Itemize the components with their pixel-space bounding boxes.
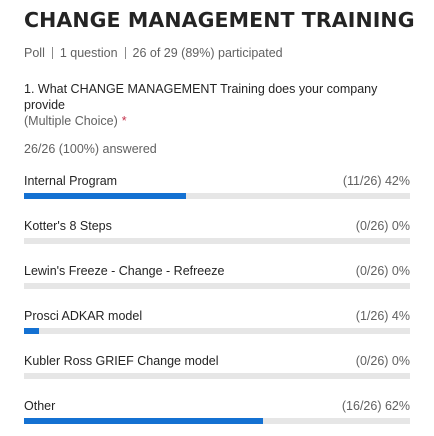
question-type: (Multiple Choice)	[24, 114, 118, 128]
option-stat: (0/26) 0%	[355, 219, 410, 233]
option-bar-track	[24, 193, 410, 199]
option-bar-fill	[24, 418, 264, 424]
poll-title: CHANGE MANAGEMENT TRAINING	[24, 8, 415, 32]
option-stat: (0/26) 0%	[355, 354, 410, 368]
option-bar-track	[24, 373, 410, 379]
option-label: Other	[24, 399, 56, 413]
option-stat: (16/26) 62%	[341, 399, 410, 413]
option-result: Prosci ADKAR model (1/26) 4%	[24, 301, 410, 346]
option-header: Kotter's 8 Steps (0/26) 0%	[24, 211, 410, 234]
option-label: Internal Program	[24, 174, 118, 188]
participation-summary: 26 of 29 (89%) participated	[132, 46, 283, 60]
option-result: Kubler Ross GRIEF Change model (0/26) 0%	[24, 346, 410, 391]
option-results-list: Internal Program (11/26) 42% Kotter's 8 St…	[24, 166, 410, 436]
poll-meta: Poll 1 question 26 of 29 (89%) participa…	[24, 45, 410, 61]
option-label: Prosci ADKAR model	[24, 309, 143, 323]
option-result: Lewin's Freeze - Change - Refreeze (0/26)…	[24, 256, 410, 301]
option-bar-track	[24, 238, 410, 244]
question-text: 1. What CHANGE MANAGEMENT Training does …	[24, 82, 378, 112]
option-stat: (0/26) 0%	[355, 264, 410, 278]
option-label: Kubler Ross GRIEF Change model	[24, 354, 219, 368]
meta-divider	[124, 47, 126, 59]
option-header: Internal Program (11/26) 42%	[24, 166, 410, 189]
question-block: 1. What CHANGE MANAGEMENT Training does …	[24, 81, 410, 129]
option-header: Lewin's Freeze - Change - Refreeze (0/26)…	[24, 256, 410, 279]
meta-divider	[51, 47, 53, 59]
poll-kind: Poll	[24, 46, 45, 60]
option-header: Other (16/26) 62%	[24, 391, 410, 414]
poll-results-panel: CHANGE MANAGEMENT TRAINING Poll 1 questi…	[24, 8, 415, 424]
option-bar-fill	[24, 328, 40, 334]
required-marker: *	[121, 114, 127, 128]
option-result: Other (16/26) 62%	[24, 391, 410, 436]
question-count: 1 question	[59, 46, 118, 60]
option-bar-track	[24, 418, 410, 424]
option-result: Internal Program (11/26) 42%	[24, 166, 410, 211]
option-header: Kubler Ross GRIEF Change model (0/26) 0%	[24, 346, 410, 369]
option-stat: (11/26) 42%	[342, 174, 410, 188]
option-label: Lewin's Freeze - Change - Refreeze	[24, 264, 225, 278]
option-label: Kotter's 8 Steps	[24, 219, 112, 233]
option-stat: (1/26) 4%	[355, 309, 410, 323]
option-bar-track	[24, 328, 410, 334]
option-header: Prosci ADKAR model (1/26) 4%	[24, 301, 410, 324]
option-bar-track	[24, 283, 410, 289]
option-result: Kotter's 8 Steps (0/26) 0%	[24, 211, 410, 256]
option-bar-fill	[24, 193, 187, 199]
answered-summary: 26/26 (100%) answered	[24, 142, 157, 156]
